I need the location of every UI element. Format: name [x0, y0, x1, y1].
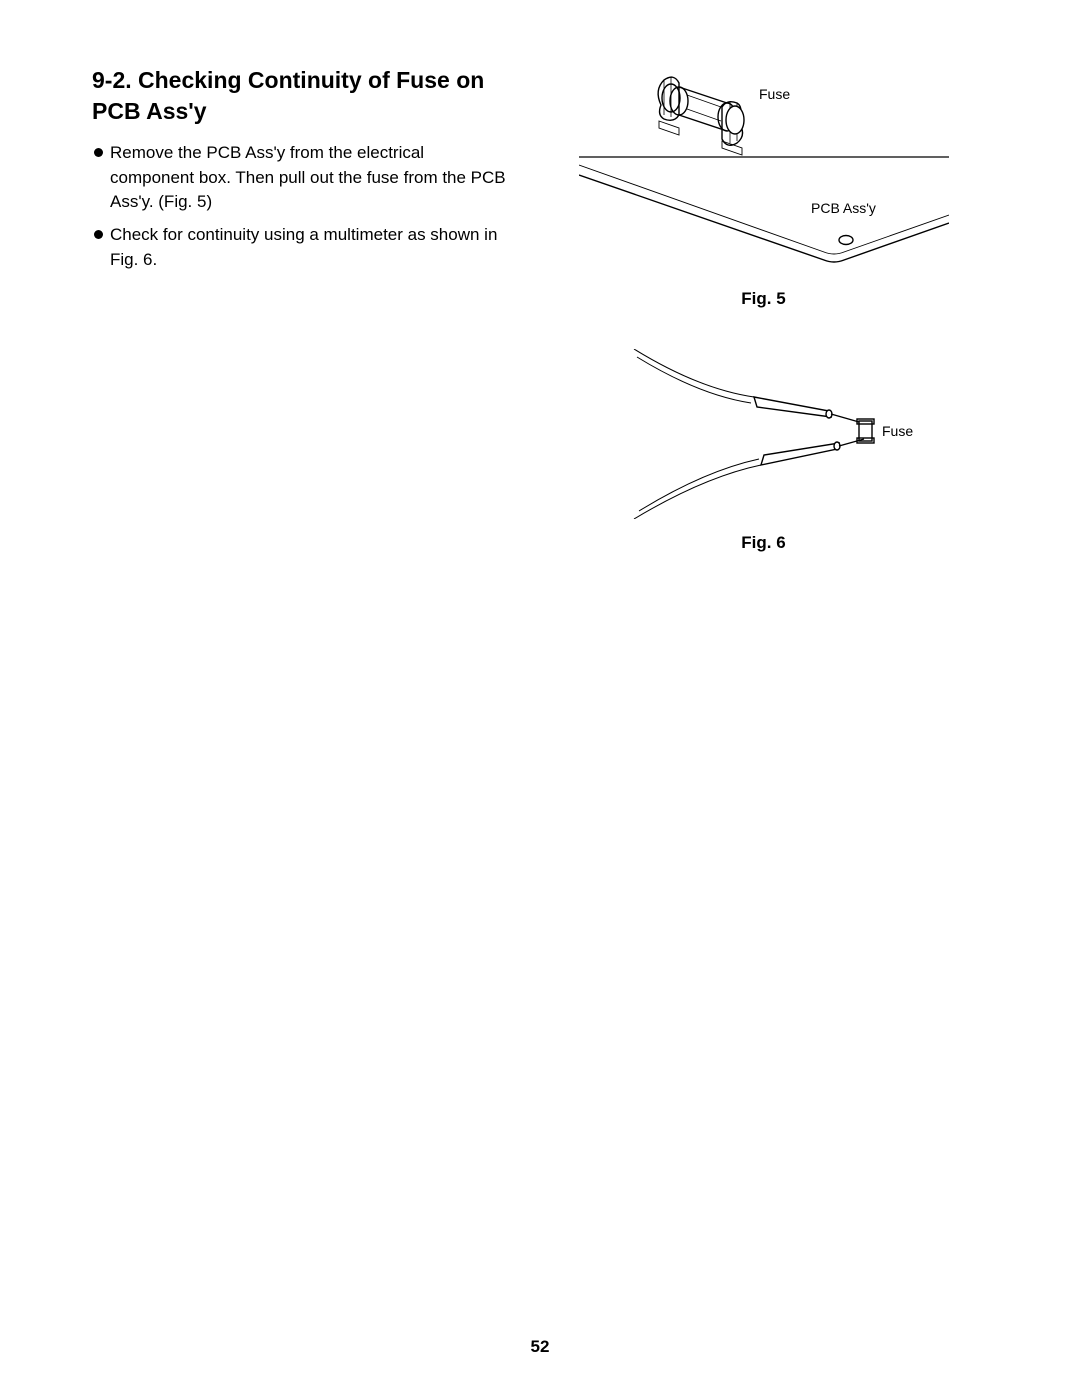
- figure-5-caption: Fig. 5: [741, 289, 785, 309]
- left-column: 9-2. Checking Continuity of Fuse on PCB …: [92, 65, 512, 593]
- pcb-label: PCB Ass'y: [811, 200, 876, 216]
- figure-6-caption: Fig. 6: [741, 533, 785, 553]
- figure-5-svg: Fuse PCB Ass'y: [579, 65, 949, 275]
- section-title: 9-2. Checking Continuity of Fuse on PCB …: [92, 65, 512, 127]
- list-item: Remove the PCB Ass'y from the electrical…: [92, 141, 512, 215]
- figure-6-svg: Fuse: [579, 349, 949, 519]
- content-row: 9-2. Checking Continuity of Fuse on PCB …: [92, 65, 995, 593]
- figure-6: Fuse Fig. 6: [579, 349, 949, 553]
- instruction-list: Remove the PCB Ass'y from the electrical…: [92, 141, 512, 272]
- fuse-label-2: Fuse: [882, 423, 913, 439]
- page-number: 52: [0, 1337, 1080, 1357]
- list-item: Check for continuity using a multimeter …: [92, 223, 512, 272]
- right-column: Fuse PCB Ass'y Fig. 5: [532, 65, 995, 593]
- figure-5: Fuse PCB Ass'y Fig. 5: [579, 65, 949, 309]
- fuse-label: Fuse: [759, 86, 790, 102]
- page-container: 9-2. Checking Continuity of Fuse on PCB …: [0, 0, 1080, 1397]
